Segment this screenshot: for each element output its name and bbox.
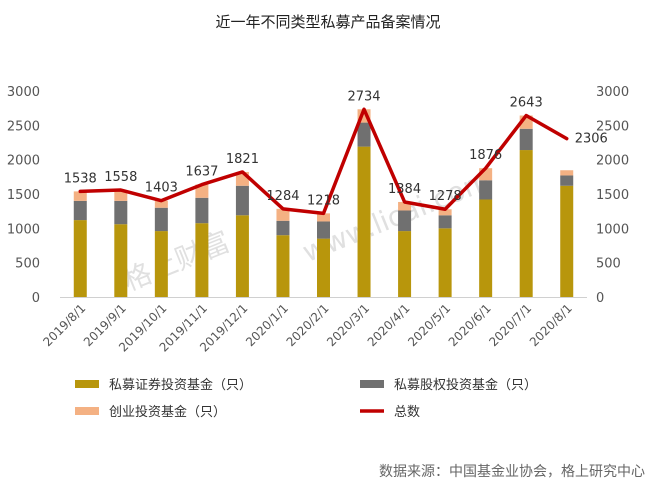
data-label: 2734 [347, 89, 380, 104]
y-tick-label: 0 [32, 291, 40, 306]
legend-swatch [75, 407, 99, 415]
bar-segment-1 [519, 150, 533, 297]
y-tick-label: 1500 [7, 188, 40, 203]
data-label: 1876 [469, 148, 502, 163]
legend-swatch [75, 380, 99, 388]
bar-segment-3 [73, 191, 87, 201]
bar-segment-1 [114, 224, 128, 297]
y-tick-label: 2500 [7, 119, 40, 134]
y2-tick-label: 1000 [596, 222, 629, 237]
legend: 私募证券投资基金（只） 私募股权投资基金（只） 创业投资基金（只） 总数 [75, 377, 537, 420]
data-label: 1821 [226, 152, 259, 167]
x-tick-label: 2020/3/1 [324, 301, 372, 349]
y2-tick-label: 2500 [596, 119, 629, 134]
legend-swatch [360, 380, 384, 388]
bar-segment-1 [398, 231, 412, 297]
y2-tick-label: 2000 [596, 154, 629, 169]
y-tick-label: 1000 [7, 222, 40, 237]
bar-segment-2 [114, 200, 128, 225]
legend-label: 总数 [394, 405, 420, 420]
source-note: 数据来源：中国基金业协会，格上研究中心 [379, 463, 645, 480]
y-axis-left: 0 500 1000 1500 2000 2500 3000 [7, 85, 40, 306]
x-tick-label: 2020/4/1 [365, 301, 413, 349]
data-label: 1218 [307, 193, 340, 208]
bar-segment-1 [276, 235, 290, 297]
x-tick-label: 2020/6/1 [446, 301, 494, 349]
bars [73, 109, 574, 297]
data-label: 1558 [104, 170, 137, 185]
data-label: 1637 [185, 165, 218, 180]
x-tick-label: 2019/8/1 [40, 301, 88, 349]
x-axis: 2019/8/12019/9/12019/10/12019/11/12019/1… [40, 297, 587, 355]
bar-segment-1 [357, 146, 371, 297]
bar-segment-1 [438, 228, 452, 297]
bar-segment-3 [560, 170, 574, 176]
chart-title: 近一年不同类型私募产品备案情况 [215, 13, 440, 31]
y-tick-label: 2000 [7, 154, 40, 169]
data-label: 1538 [64, 171, 97, 186]
bar-segment-2 [479, 180, 493, 200]
x-tick-label: 2020/7/1 [486, 301, 534, 349]
bar-segment-3 [438, 209, 452, 216]
legend-label: 私募股权投资基金（只） [394, 377, 537, 393]
total-line [78, 107, 569, 216]
bar-segment-2 [154, 207, 168, 232]
data-label: 2643 [510, 96, 543, 111]
y-axis-right: 0 500 1000 1500 2000 2500 3000 [596, 85, 629, 306]
bar-segment-2 [195, 197, 209, 224]
bar-segment-1 [479, 199, 493, 297]
data-label: 1278 [429, 189, 462, 204]
y2-tick-label: 3000 [596, 85, 629, 100]
data-labels: 1538 1558 1403 1637 1821 1284 1218 2734 1384 1278… [64, 89, 608, 208]
bar-segment-2 [276, 220, 290, 236]
total-series-line [78, 107, 569, 216]
bar-segment-2 [438, 215, 452, 229]
bar-segment-1 [73, 220, 87, 297]
bar-segment-1 [235, 215, 249, 297]
data-label: 1284 [266, 189, 299, 204]
bar-segment-3 [398, 201, 412, 211]
bar-segment-2 [235, 185, 249, 216]
bar-segment-1 [317, 238, 330, 297]
y2-tick-label: 1500 [596, 188, 629, 203]
bar-segment-3 [317, 213, 330, 222]
bar-segment-1 [195, 223, 209, 297]
bar-segment-1 [154, 231, 168, 297]
bar-segment-3 [195, 184, 209, 198]
watermark-cn: 格上财富 [118, 225, 234, 298]
bar-segment-3 [114, 190, 128, 201]
y-tick-label: 3000 [7, 85, 40, 100]
y-tick-label: 500 [15, 257, 40, 272]
legend-label: 创业投资基金（只） [109, 404, 226, 420]
bar-segment-2 [560, 175, 574, 186]
data-label: 1403 [145, 181, 178, 196]
data-label: 2306 [575, 132, 608, 147]
bar-segment-2 [357, 122, 371, 147]
x-tick-label: 2020/8/1 [527, 301, 575, 349]
bar-segment-3 [276, 208, 290, 221]
x-tick-label: 2020/2/1 [284, 301, 332, 349]
bar-segment-2 [317, 221, 330, 239]
legend-label: 私募证券投资基金（只） [109, 377, 252, 393]
y2-tick-label: 0 [596, 291, 604, 306]
bar-segment-1 [560, 185, 574, 297]
bar-segment-2 [398, 210, 412, 232]
bar-segment-2 [519, 128, 533, 151]
x-tick-label: 2020/5/1 [405, 301, 453, 349]
x-tick-label: 2020/1/1 [243, 301, 291, 349]
y2-tick-label: 500 [596, 257, 621, 272]
bar-segment-2 [73, 200, 87, 221]
bar-segment-3 [154, 200, 168, 208]
data-label: 1384 [388, 182, 421, 197]
